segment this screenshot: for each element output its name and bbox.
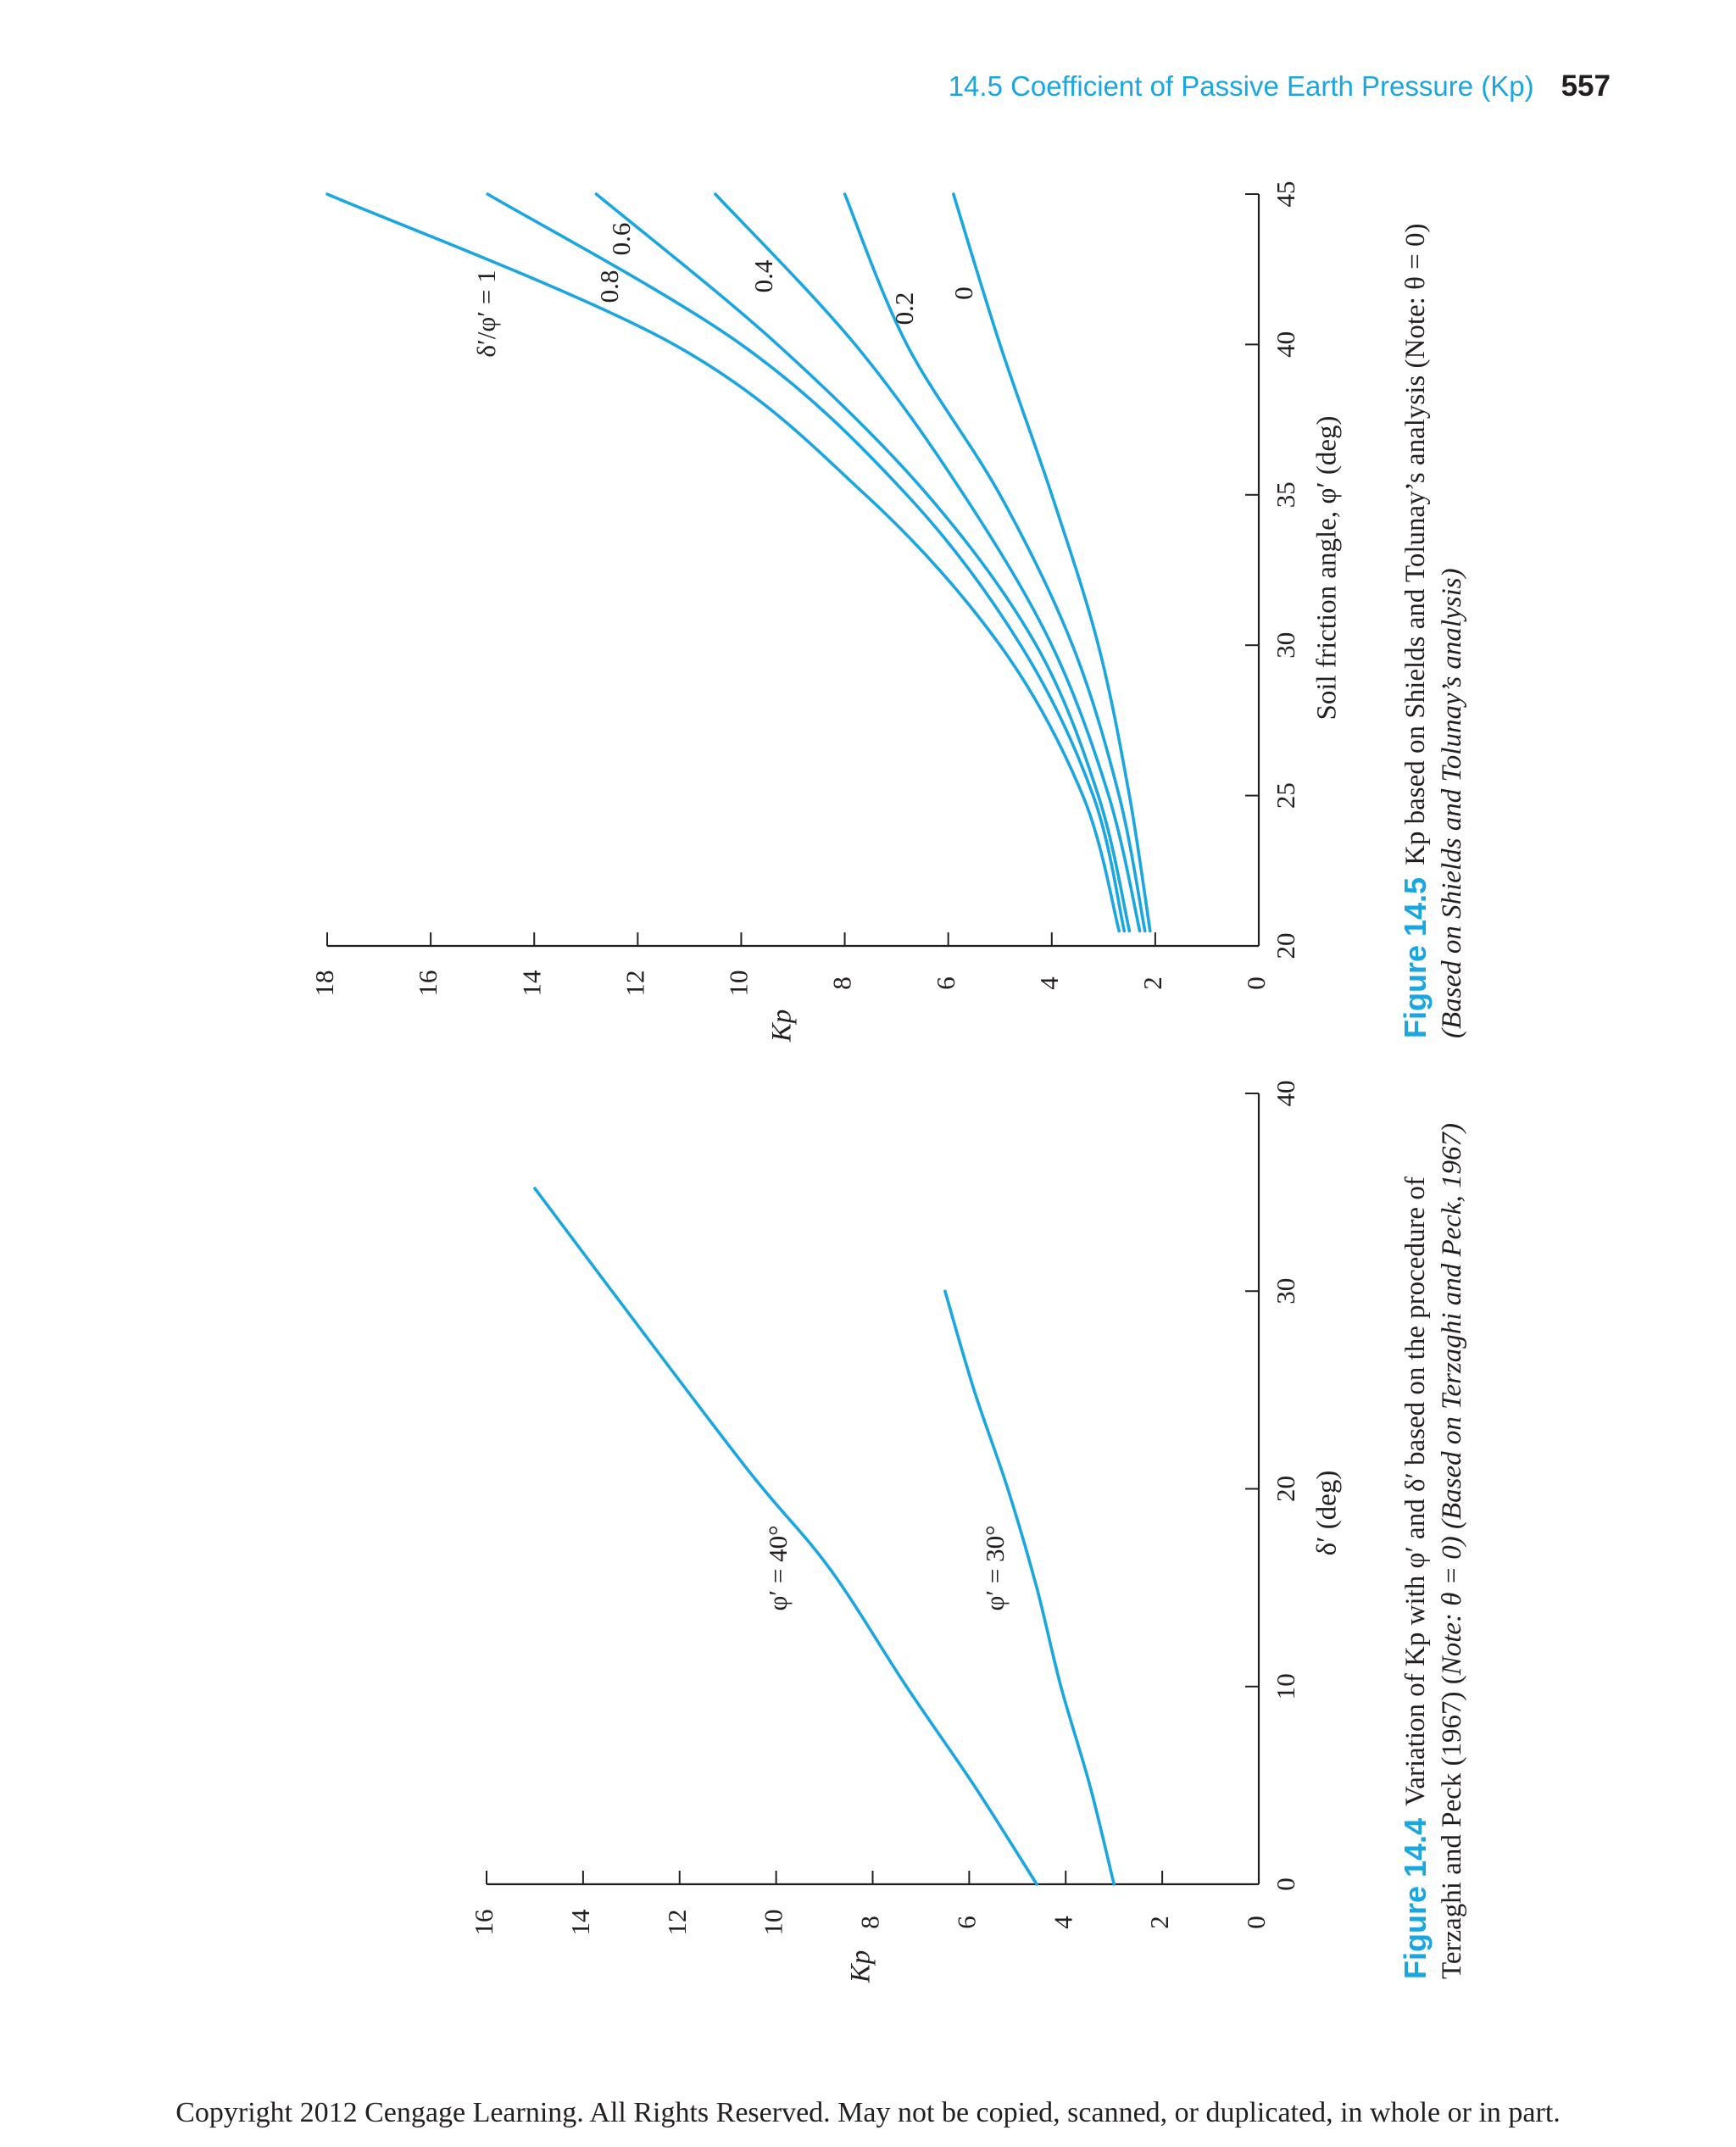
series-line-4 [714, 192, 1142, 933]
series-label: 0 [949, 286, 978, 300]
x-tick-label: 25 [1271, 782, 1300, 809]
series-line-5 [843, 192, 1147, 933]
x-tick-label: 45 [1271, 181, 1300, 208]
x-tick-label: 30 [1271, 632, 1300, 659]
y-tick-label: 16 [469, 1910, 498, 1936]
x-tick-label: 30 [1271, 1278, 1300, 1304]
caption-line-1: Variation of Kp with φ′ and δ′ based on … [1400, 1176, 1431, 1806]
y-tick-label: 4 [1034, 976, 1064, 990]
x-axis-title: δ′ (deg) [1312, 1471, 1343, 1556]
y-tick-label: 10 [759, 1910, 788, 1936]
figure-label: Figure 14.5 [1398, 877, 1433, 1038]
y-tick-label: 12 [662, 1910, 692, 1936]
y-tick-label: 12 [620, 971, 649, 997]
series-line-2 [943, 1289, 1116, 1886]
series-label: φ′ = 40° [763, 1525, 793, 1610]
legend-title: δ′/φ′ = 1 [471, 270, 501, 357]
x-tick-label: 35 [1271, 481, 1300, 508]
y-tick-label: 14 [516, 970, 546, 997]
copyright-notice: Copyright 2012 Cengage Learning. All Rig… [175, 2097, 1561, 2128]
x-tick-label: 40 [1271, 331, 1300, 358]
series-line-2 [486, 192, 1127, 933]
y-tick-label: 6 [931, 976, 960, 990]
y-tick-label: 6 [951, 1916, 981, 1929]
chart-fig_14_4: 0 10 20 30 40 0 2 4 6 8 10 12 14 16 δ′ (deg) Kp φ′ = 40°… [469, 1081, 1466, 1984]
page-number: 557 [1561, 70, 1611, 103]
y-tick-label: 18 [309, 971, 339, 997]
series-line-6 [952, 192, 1152, 933]
caption-reference: Terzaghi and Peck (1967) ( [1437, 1675, 1467, 1979]
y-tick-label: 2 [1144, 1916, 1174, 1929]
x-tick-label: 10 [1271, 1673, 1300, 1699]
y-tick-label: 10 [724, 971, 754, 997]
y-tick-label: 14 [565, 1909, 595, 1936]
y-tick-label: 4 [1048, 1916, 1077, 1929]
page-header: 14.5 Coefficient of Passive Earth Pressu… [932, 70, 1611, 112]
y-tick-label: 2 [1138, 976, 1167, 990]
series-line-3 [594, 192, 1132, 933]
y-axis-title: Kp [846, 1950, 876, 1984]
series-label: φ′ = 30° [980, 1525, 1010, 1610]
y-axis-title: Kp [767, 1010, 798, 1043]
caption-line-2: Terzaghi and Peck (1967) (Note: θ = 0) (… [1437, 1123, 1467, 1979]
y-tick-label: 8 [855, 1916, 885, 1929]
figure-caption: Figure 14.5 Kp based on Shields and Tolun… [1398, 224, 1433, 1038]
x-tick-label: 40 [1271, 1081, 1300, 1107]
caption-line-2: (Based on Shields and Tolunay’s analysis… [1437, 568, 1467, 1038]
y-tick-label: 8 [827, 976, 857, 990]
x-tick-label: 20 [1271, 933, 1300, 959]
x-axis-title: Soil friction angle, φ′ (deg) [1312, 416, 1343, 720]
series-line-1 [533, 1187, 1038, 1886]
caption-line-1: Kp based on Shields and Tolunay’s analys… [1400, 224, 1431, 865]
figure-caption: Figure 14.4 Variation of Kp with φ′ and δ… [1398, 1176, 1433, 1979]
caption-source: (Based on Shields and Tolunay’s analysis… [1437, 568, 1467, 1038]
series-label: 0.6 [606, 223, 636, 256]
figure-label: Figure 14.4 [1398, 1818, 1433, 1979]
series-line-1 [326, 192, 1121, 933]
series-label: 0.2 [889, 292, 919, 325]
y-tick-label: 0 [1241, 1916, 1271, 1929]
series-label: 0.8 [594, 270, 624, 303]
y-tick-label: 16 [413, 971, 442, 997]
x-tick-label: 20 [1271, 1476, 1300, 1502]
section-title: 14.5 Coefficient of Passive Earth Pressu… [948, 70, 1534, 102]
chart-fig_14_5: 20 25 30 35 40 45 0 2 4 6 8 10 12 14 16 18 Soil friction… [309, 181, 1466, 1043]
series-label: 0.4 [748, 259, 778, 292]
y-tick-label: 0 [1241, 976, 1271, 990]
caption-note: Note: θ = 0) (Based on Terzaghi and Peck… [1437, 1123, 1467, 1676]
x-tick-label: 0 [1271, 1877, 1300, 1891]
